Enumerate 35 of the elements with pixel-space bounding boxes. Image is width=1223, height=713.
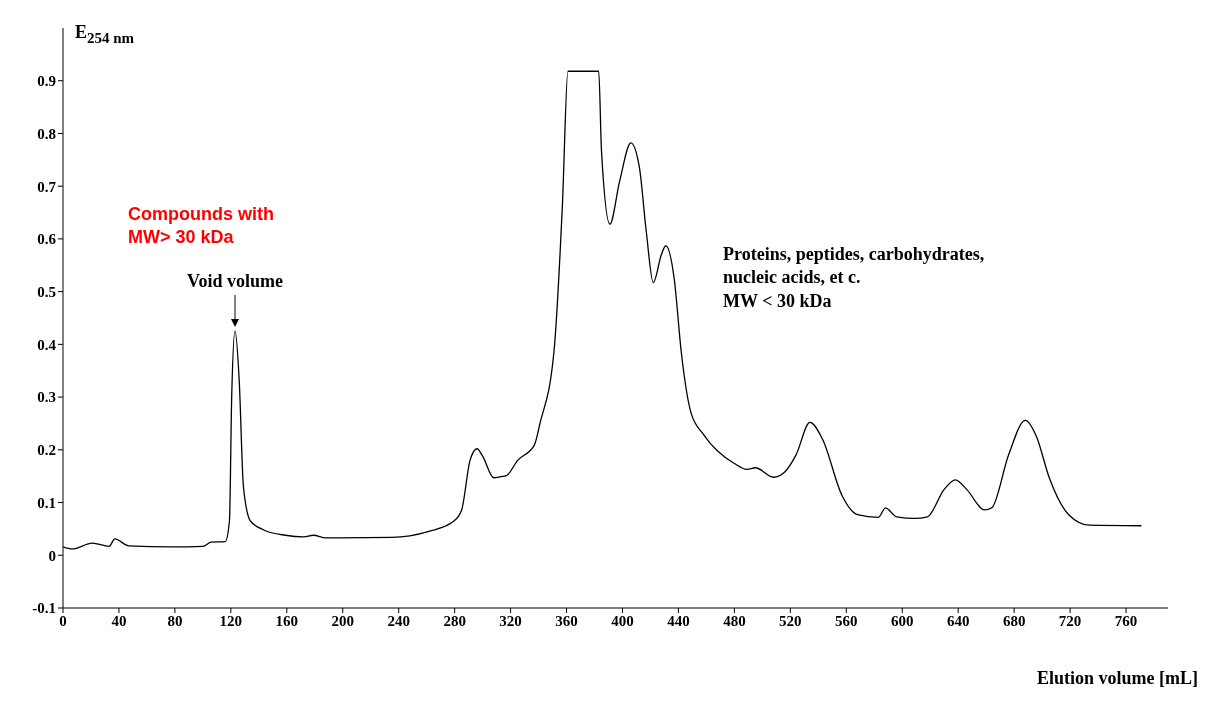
x-axis-title: Elution volume [mL] (1036, 668, 1198, 689)
x-tick-label: 80 (167, 612, 183, 629)
x-tick-label: 720 (1058, 612, 1082, 629)
y-tick-label: 0.2 (37, 442, 56, 459)
x-tick-label: 600 (890, 612, 914, 629)
y-tick-label: 0.3 (37, 389, 56, 406)
annotation: Proteins, peptides, carbohydrates, nucleic acids, et c. MW < 30 kDa (723, 243, 985, 313)
x-tick-label: 360 (555, 612, 578, 629)
x-tick-label: 480 (723, 612, 746, 629)
x-tick-label: 200 (331, 612, 354, 629)
y-tick-label: 0.7 (37, 178, 57, 195)
y-axis-title: E$_{254 nm}$ (75, 22, 135, 47)
x-tick-label: 760 (1114, 612, 1138, 629)
y-tick-label: 0.9 (37, 73, 56, 90)
y-tick-label: -0.1 (32, 600, 56, 617)
x-tick-label: 560 (835, 612, 858, 629)
y-tick-label: 0.4 (37, 336, 57, 353)
y-tick-label: 0.1 (37, 494, 56, 511)
x-tick-label: 520 (779, 612, 802, 629)
x-tick-label: 680 (1002, 612, 1026, 629)
x-tick-label: 320 (499, 612, 522, 629)
y-tick-label: 0.8 (37, 125, 56, 142)
annotation: Compounds with MW> 30 kDa (128, 203, 274, 250)
y-tick-label: 0.6 (37, 231, 57, 248)
annotation: Void volume (186, 271, 284, 293)
y-tick-label: 0 (48, 547, 56, 564)
y-tick-label: 0.5 (37, 283, 56, 300)
x-tick-label: 160 (275, 612, 299, 629)
x-tick-label: 240 (387, 612, 410, 629)
x-tick-label: 280 (443, 612, 466, 629)
x-tick-label: 640 (946, 612, 970, 629)
x-tick-label: 400 (611, 612, 634, 629)
x-tick-label: 440 (667, 612, 690, 629)
x-tick-label: 120 (219, 612, 243, 629)
x-tick-label: 40 (111, 612, 127, 629)
